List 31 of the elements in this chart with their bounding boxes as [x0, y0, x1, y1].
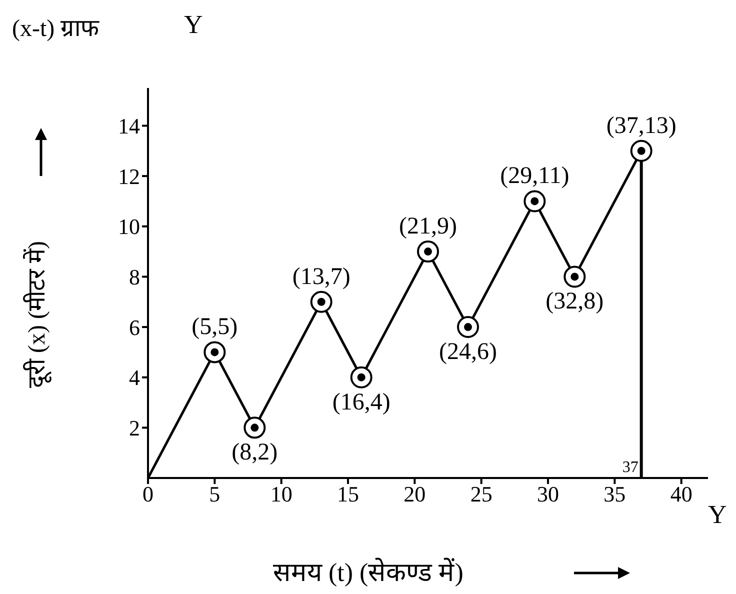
x-tick-label: 0: [142, 482, 154, 507]
annotation: (37,13): [606, 112, 676, 139]
y-tick-label: 8: [129, 264, 140, 290]
x-tick-label: 10: [270, 482, 292, 507]
y-axis-title: दूरी (x) (मीटर में): [22, 240, 52, 390]
annotation: (32,8): [546, 288, 604, 315]
annotation: (21,9): [399, 214, 457, 240]
annotation: (16,4): [332, 389, 390, 416]
y-tick-label: 10: [118, 214, 140, 240]
y-tick-label: 4: [129, 365, 140, 390]
x-tick-label: 5: [209, 482, 220, 507]
x-tick-label: 35: [604, 482, 626, 507]
x-axis-title: समय (t) (सेकण्ड में): [273, 556, 464, 589]
annotation: (29,11): [500, 163, 570, 190]
x-tick-label: 30: [537, 482, 559, 507]
x-tick-label: 40: [670, 482, 692, 507]
y-tick-label: 2: [129, 415, 140, 440]
y-tick-label: 6: [129, 314, 140, 340]
annotation: (5,5): [192, 314, 238, 340]
x-tick-label: 25: [470, 482, 492, 507]
text: Y: [184, 10, 203, 40]
x-tick-label: 20: [404, 482, 426, 507]
text: Y: [708, 500, 727, 530]
annotation: (8,2): [232, 440, 278, 466]
y-tick-label: 14: [118, 114, 140, 139]
x-tick-label: 15: [337, 482, 359, 507]
chart-title: (x-t) ग्राफ: [12, 15, 100, 43]
ref-line-label: 37: [622, 459, 638, 476]
annotation: (24,6): [439, 339, 497, 366]
y-tick-label: 12: [118, 164, 140, 189]
annotation: (13,7): [292, 264, 350, 290]
